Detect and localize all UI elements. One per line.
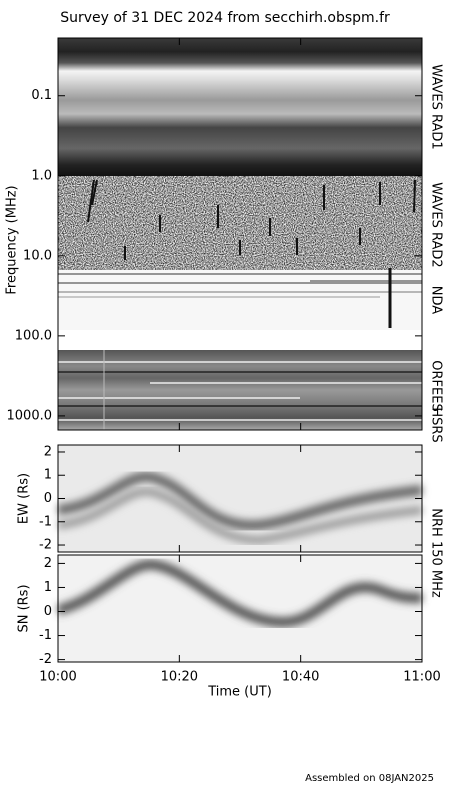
y-tick-label: 10.0 [23, 248, 52, 263]
y-tick-label: 0 [44, 604, 52, 619]
y-tick-label: 1 [44, 468, 52, 483]
y-tick-label: 2 [44, 444, 52, 459]
nrh-texture [56, 445, 423, 662]
footer: Assembled on 08JAN2025 [305, 773, 434, 784]
y-tick-label: -2 [39, 652, 52, 667]
y-tick-label: -1 [39, 514, 52, 529]
y-axis-label: Frequency (MHz) [5, 185, 20, 294]
y-tick-label: 100.0 [15, 328, 52, 343]
y-tick-label: -2 [39, 538, 52, 553]
y-tick-label: 0.1 [31, 88, 52, 103]
plot-frame [57, 37, 423, 431]
y-tick-label: 1.0 [31, 168, 52, 183]
y-tick-label: -1 [39, 628, 52, 643]
y-tick-label: 0 [44, 491, 52, 506]
spectrum-texture [58, 38, 422, 430]
x-tick-label: 10:20 [161, 670, 198, 685]
x-tick-label: 10:40 [282, 670, 319, 685]
x-tick-label: 11:00 [403, 670, 440, 685]
side-label: NDA [429, 286, 444, 315]
side-label: HSRS [429, 407, 444, 442]
y-tick-label: 1 [44, 580, 52, 595]
y-tick-label: 1000.0 [7, 408, 53, 423]
x-tick-label: 10:00 [39, 670, 76, 685]
side-label: WAVES RAD1 [429, 64, 444, 149]
x-axis-label: Time (UT) [207, 685, 272, 700]
side-label: ORFEES [429, 360, 444, 411]
chart-title: Survey of 31 DEC 2024 from secchirh.obsp… [60, 10, 390, 26]
side-label: WAVES RAD2 [429, 182, 444, 267]
side-label: NRH 150 MHz [429, 508, 444, 598]
y-axis-label: EW (Rs) [17, 473, 32, 524]
plot-frame [57, 554, 423, 663]
y-axis-label: SN (Rs) [17, 584, 32, 632]
y-tick-label: 2 [44, 556, 52, 571]
